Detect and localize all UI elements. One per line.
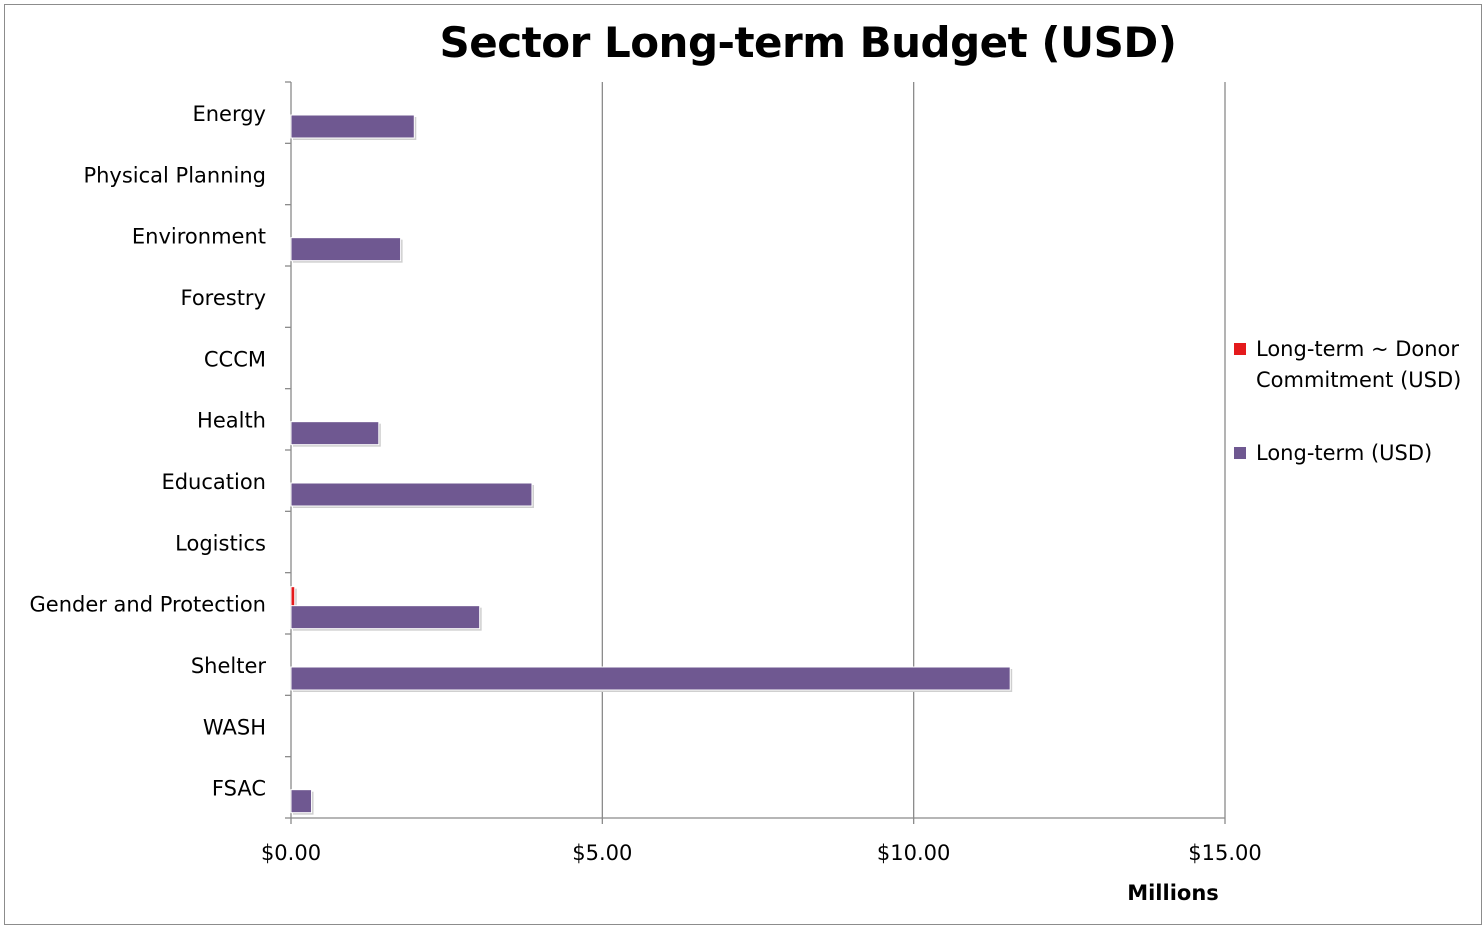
category-label-education: Education (161, 470, 266, 494)
category-label-shelter: Shelter (191, 654, 267, 678)
legend-swatch-donor-commitment (1234, 343, 1246, 355)
category-label-forestry: Forestry (180, 286, 266, 310)
legend-item-donor-commitment: Long-term ~ Donor Commitment (USD) (1234, 334, 1479, 396)
x-tick-label-0: $0.00 (261, 841, 321, 865)
bar-long-term-fsac (290, 789, 313, 814)
chart-title: Sector Long-term Budget (USD) (439, 18, 1177, 67)
legend-label-donor-commitment: Long-term ~ Donor Commitment (USD) (1256, 337, 1462, 392)
category-label-logistics: Logistics (175, 531, 266, 555)
legend-swatch-long-term (1234, 447, 1246, 459)
category-label-environment: Environment (132, 225, 266, 249)
legend-item-long-term: Long-term (USD) (1234, 438, 1479, 469)
bar-long-term-energy (290, 114, 415, 139)
category-label-energy: Energy (192, 102, 266, 126)
chart-frame (4, 4, 1482, 925)
legend-label-long-term: Long-term (USD) (1256, 441, 1433, 465)
category-label-health: Health (197, 409, 266, 433)
bar-long-term-health (290, 421, 380, 446)
x-tick-label-2: $10.00 (877, 841, 950, 865)
legend: Long-term ~ Donor Commitment (USD) Long-… (1234, 334, 1479, 511)
x-tick-label-1: $5.00 (572, 841, 632, 865)
bar-long-term-shelter (290, 666, 1011, 691)
x-axis-title: Millions (1127, 881, 1219, 905)
category-label-fsac: FSAC (212, 777, 266, 801)
category-label-wash: WASH (203, 715, 266, 739)
bar-long-term-gender-and-protection (290, 605, 481, 630)
x-tick-label-3: $15.00 (1188, 841, 1261, 865)
bar-long-term-environment (290, 237, 402, 262)
category-label-physical-planning: Physical Planning (83, 163, 266, 187)
bar-long-term-education (290, 482, 533, 507)
category-label-cccm: CCCM (204, 347, 266, 371)
category-label-gender-and-protection: Gender and Protection (30, 593, 267, 617)
